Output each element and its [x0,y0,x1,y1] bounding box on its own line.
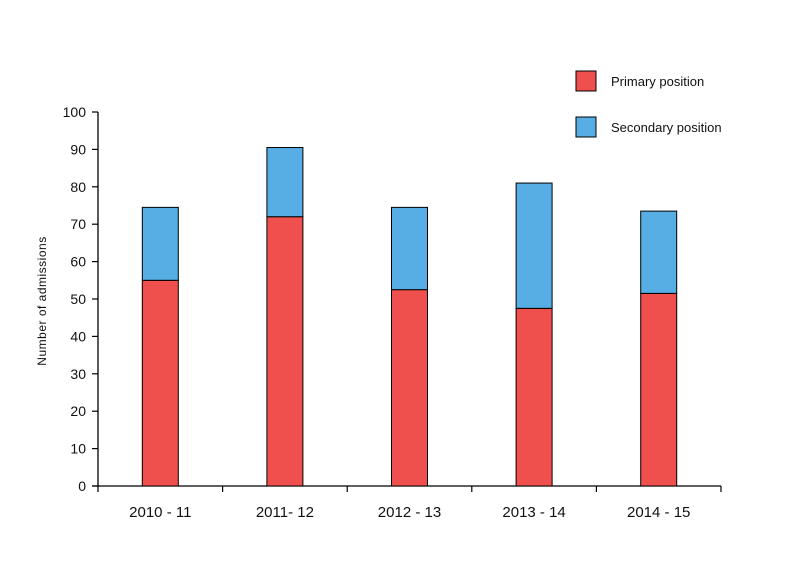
x-tick-label-1: 2011- 12 [256,504,314,521]
bar-secondary-0 [141,206,179,281]
y-tick-label-80: 80 [70,179,86,195]
bar-primary-0 [141,279,179,487]
legend-swatch-primary [575,70,597,92]
legend-label-secondary: Secondary position [611,120,722,135]
legend-swatch-secondary [575,116,597,138]
bar-secondary-2 [391,206,428,291]
legend-label-primary: Primary position [611,74,704,89]
plot-area: 0 10 20 30 40 50 60 70 80 90 100 2010 - 11 2011- 12 2… [63,104,722,521]
y-tick-label-20: 20 [70,403,86,419]
bar-primary-4 [640,292,678,487]
x-tick-label-0: 2010 - 11 [129,504,191,521]
bar-secondary-4 [640,210,678,294]
x-tick-label-2: 2012 - 13 [378,504,441,521]
bar-primary-2 [391,289,428,487]
bar-primary-3 [515,307,553,487]
y-tick-label-50: 50 [70,291,86,307]
x-tick-label-3: 2013 - 14 [502,504,565,521]
y-tick-label-30: 30 [70,366,86,382]
y-tick-label-70: 70 [70,216,86,232]
y-tick-label-100: 100 [63,104,87,120]
bar-secondary-1 [266,147,304,218]
y-tick-label-60: 60 [70,254,86,270]
bar-primary-1 [266,216,304,487]
y-tick-label-0: 0 [78,478,86,494]
y-tick-label-90: 90 [70,141,86,157]
x-tick-label-4: 2014 - 15 [627,504,690,521]
y-tick-label-40: 40 [70,328,86,344]
y-axis-title: Number of admissions [35,236,49,365]
y-tick-label-10: 10 [70,441,86,457]
legend: Primary position Secondary position [575,70,722,138]
bar-secondary-3 [515,182,553,309]
